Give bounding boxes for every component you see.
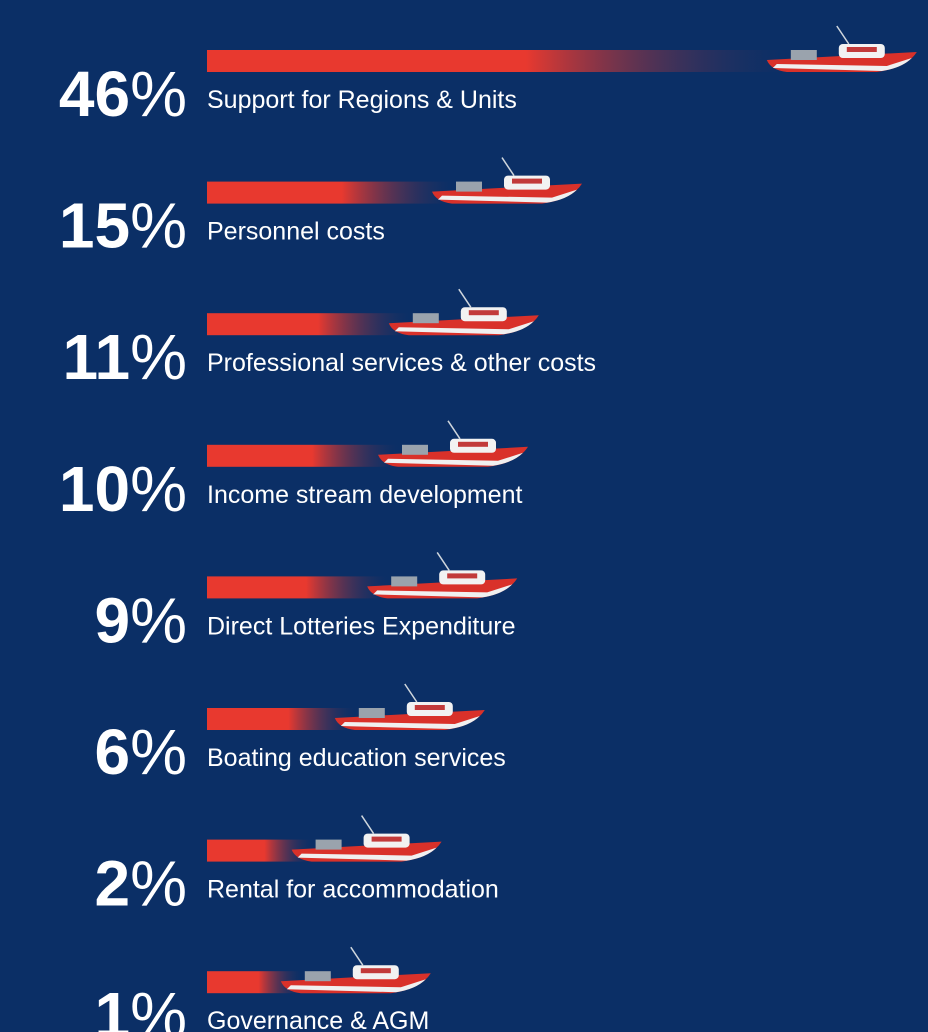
- category-label: Boating education services: [207, 744, 506, 772]
- value-label: 6%: [95, 716, 188, 788]
- bar: [207, 576, 388, 599]
- category-label: Support for Regions & Units: [207, 86, 517, 114]
- value-label: 15%: [59, 190, 187, 262]
- value-label: 2%: [95, 848, 188, 920]
- category-label: Income stream development: [207, 481, 522, 509]
- value-label: 10%: [59, 453, 187, 525]
- category-label: Rental for accommodation: [207, 876, 499, 904]
- bar: [207, 971, 301, 994]
- bar: [207, 50, 787, 72]
- value-label: 46%: [59, 58, 187, 130]
- bar: [207, 444, 398, 467]
- bar: [207, 708, 355, 730]
- value-label: 1%: [95, 979, 188, 1032]
- bar: [207, 839, 312, 862]
- bar: [207, 313, 409, 336]
- category-label: Governance & AGM: [207, 1007, 429, 1032]
- category-label: Personnel costs: [207, 218, 385, 246]
- value-label: 11%: [62, 321, 187, 393]
- category-label: Direct Lotteries Expenditure: [207, 612, 515, 640]
- bar: [207, 181, 452, 204]
- value-label: 9%: [95, 584, 188, 656]
- category-label: Professional services & other costs: [207, 349, 596, 377]
